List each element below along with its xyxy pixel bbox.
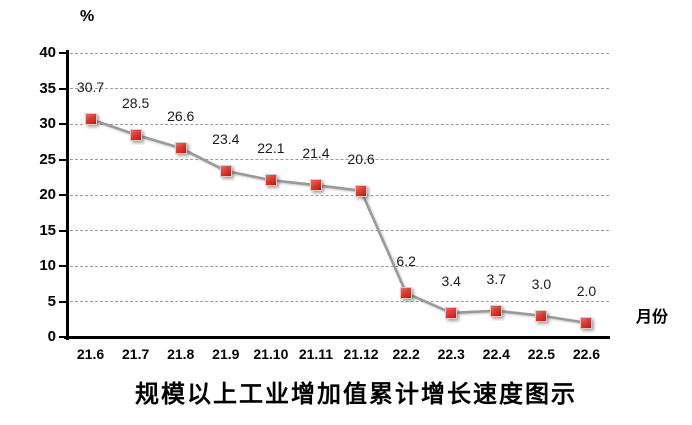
data-point-marker-21.9 [219,164,232,177]
x-axis-label-21.10: 21.10 [253,346,289,362]
data-point-label-22.5: 3.0 [531,275,552,292]
y-axis-label-20: 20 [39,186,56,203]
data-point-marker-21.6 [84,113,97,126]
data-point-marker-22.6 [580,316,593,329]
x-axis-label-22.2: 22.2 [392,346,420,362]
y-axis-tick-10 [59,265,67,267]
data-point-marker-22.2 [400,286,413,299]
y-axis-label-25: 25 [39,150,56,168]
x-axis-label-21.12: 21.12 [343,346,379,362]
data-point-label-21.7: 28.5 [122,94,150,111]
data-point-marker-21.10 [264,174,277,187]
y-axis-tick-5 [59,300,67,303]
y-axis-tick-30 [59,123,67,125]
data-point-label-22.6: 2.0 [576,282,597,299]
gridline-35 [70,88,609,89]
y-axis-tick-15 [59,229,67,232]
x-axis-title: 月份 [636,309,669,326]
x-axis-label-21.8: 21.8 [167,346,195,362]
data-point-label-21.12: 20.6 [347,150,375,167]
data-point-label-21.6: 30.7 [76,79,105,96]
data-point-marker-21.7 [129,128,142,141]
data-point-label-21.9: 23.4 [212,130,240,147]
gridline-5 [70,301,609,302]
y-axis-label-15: 15 [39,221,56,239]
chart-title: 规模以上工业增加值累计增长速度图示 [135,381,577,408]
x-axis-label-22.5: 22.5 [527,346,555,362]
y-axis-label-0: 0 [47,328,56,345]
data-point-marker-21.11 [309,179,322,192]
data-point-label-21.11: 21.4 [302,145,330,162]
y-axis-unit-label: % [80,8,95,25]
x-axis-label-21.11: 21.11 [298,346,334,362]
y-axis-label-5: 5 [47,292,56,310]
data-point-marker-21.8 [174,142,187,155]
gridline-15 [70,230,609,231]
y-axis-label-10: 10 [39,257,56,274]
data-point-marker-22.5 [535,309,548,322]
data-point-label-22.4: 3.7 [486,270,507,287]
y-axis-tick-0 [59,336,67,338]
gridline-40 [70,52,609,54]
y-axis-line [65,50,69,340]
x-axis-label-21.7: 21.7 [122,346,150,362]
x-axis-line [64,335,610,339]
data-point-marker-21.12 [355,184,368,197]
x-axis-label-22.4: 22.4 [482,346,510,362]
x-axis-label-21.6: 21.6 [76,346,105,362]
data-point-label-21.8: 26.6 [167,108,195,125]
y-axis-tick-25 [59,158,67,161]
gridline-10 [70,265,609,267]
y-axis-tick-35 [59,87,67,90]
data-point-marker-22.4 [490,304,503,317]
data-point-label-21.10: 22.1 [257,140,285,157]
y-axis-label-40: 40 [39,44,56,61]
gridline-20 [70,194,609,196]
y-axis-tick-40 [59,52,67,54]
x-axis-label-22.6: 22.6 [572,346,601,362]
x-axis-label-21.9: 21.9 [212,346,240,362]
data-point-marker-22.3 [445,306,458,319]
data-point-label-22.2: 6.2 [396,252,416,269]
data-point-label-22.3: 3.4 [441,272,461,289]
x-axis-label-22.3: 22.3 [437,346,465,362]
y-axis-tick-20 [59,194,67,196]
y-axis-label-35: 35 [39,79,56,97]
y-axis-label-30: 30 [39,115,56,132]
